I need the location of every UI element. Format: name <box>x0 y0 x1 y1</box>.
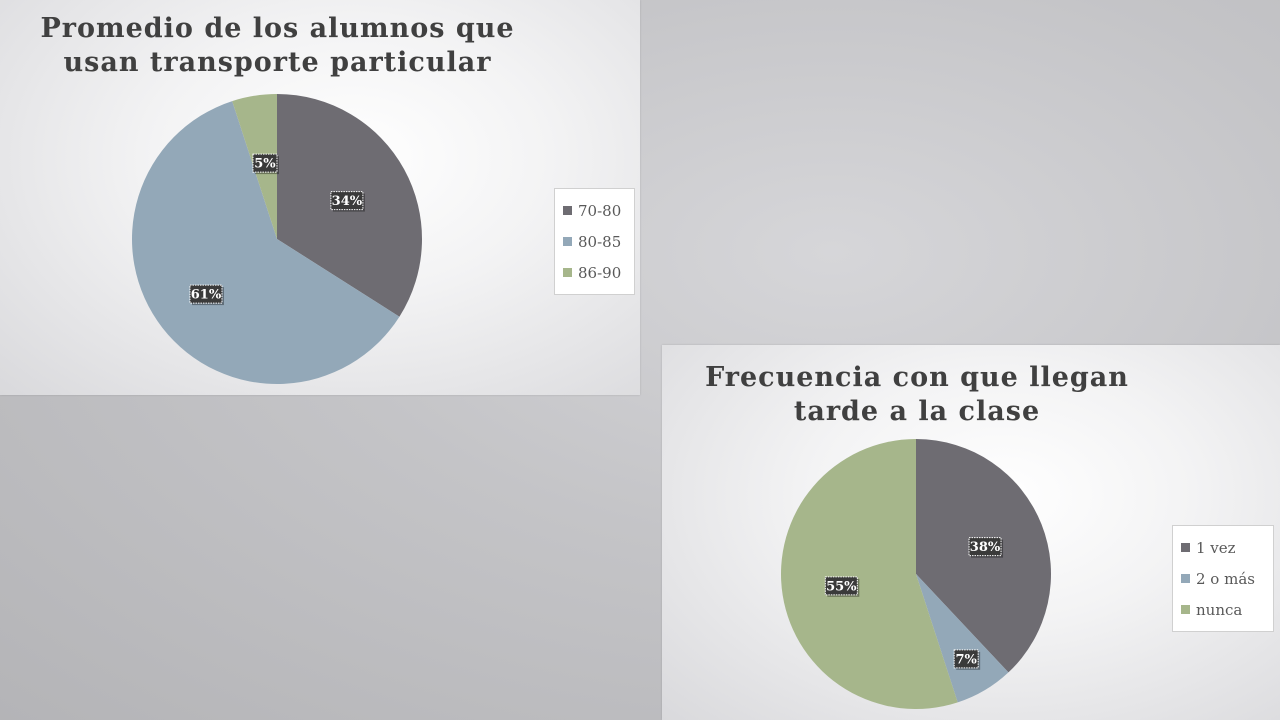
data-label-text: 61% <box>191 288 222 303</box>
chart-card-transporte: Promedio de los alumnos que usan transpo… <box>0 0 640 395</box>
chart-legend: 70-80 80-85 86-90 <box>554 188 635 295</box>
data-label: 5% <box>252 153 279 175</box>
chart-title-line-2: tarde a la clase <box>793 396 1041 427</box>
chart-title-line-1: Promedio de los alumnos que <box>40 13 515 44</box>
legend-item: 1 vez <box>1181 532 1265 563</box>
legend-swatch <box>1181 543 1190 552</box>
legend-swatch <box>1181 574 1190 583</box>
legend-swatch <box>563 237 572 246</box>
legend-label: 1 vez <box>1196 538 1236 557</box>
pie-slice-2-o-m-s <box>916 574 1009 703</box>
pie-chart: 34% 61% 5% <box>132 94 422 384</box>
pie-slice-80-85 <box>132 101 400 384</box>
legend-label: 86-90 <box>578 263 622 282</box>
data-label: 34% <box>330 191 365 212</box>
chart-title: Frecuencia con que llegan tarde a la cla… <box>662 361 1172 429</box>
chart-title-line-1: Frecuencia con que llegan <box>705 362 1129 393</box>
data-label: 7% <box>953 649 981 670</box>
legend-label: nunca <box>1196 600 1243 619</box>
legend-swatch <box>563 268 572 277</box>
pie-chart: 38% 7% 55% <box>780 439 1051 709</box>
chart-title: Promedio de los alumnos que usan transpo… <box>0 12 555 80</box>
data-label-text: 38% <box>970 540 1001 555</box>
chart-card-frecuencia: Frecuencia con que llegan tarde a la cla… <box>662 345 1280 720</box>
legend-item: nunca <box>1181 594 1265 625</box>
data-label-text: 55% <box>826 579 857 594</box>
data-label-text: 5% <box>254 157 276 172</box>
chart-legend: 1 vez 2 o más nunca <box>1172 525 1274 632</box>
legend-label: 70-80 <box>578 201 622 220</box>
pie-slice-nunca <box>780 439 958 709</box>
data-label: 38% <box>968 537 1004 558</box>
legend-label: 80-85 <box>578 232 622 251</box>
data-label: 61% <box>189 284 224 306</box>
legend-item: 86-90 <box>563 257 626 288</box>
data-label-text: 7% <box>955 652 977 667</box>
data-label: 55% <box>824 576 860 597</box>
chart-title-line-2: usan transporte particular <box>63 47 492 78</box>
legend-item: 80-85 <box>563 226 626 257</box>
legend-item: 70-80 <box>563 195 626 226</box>
legend-swatch <box>1181 605 1190 614</box>
legend-swatch <box>563 206 572 215</box>
legend-item: 2 o más <box>1181 563 1265 594</box>
legend-label: 2 o más <box>1196 569 1255 588</box>
data-label-text: 34% <box>332 194 363 209</box>
